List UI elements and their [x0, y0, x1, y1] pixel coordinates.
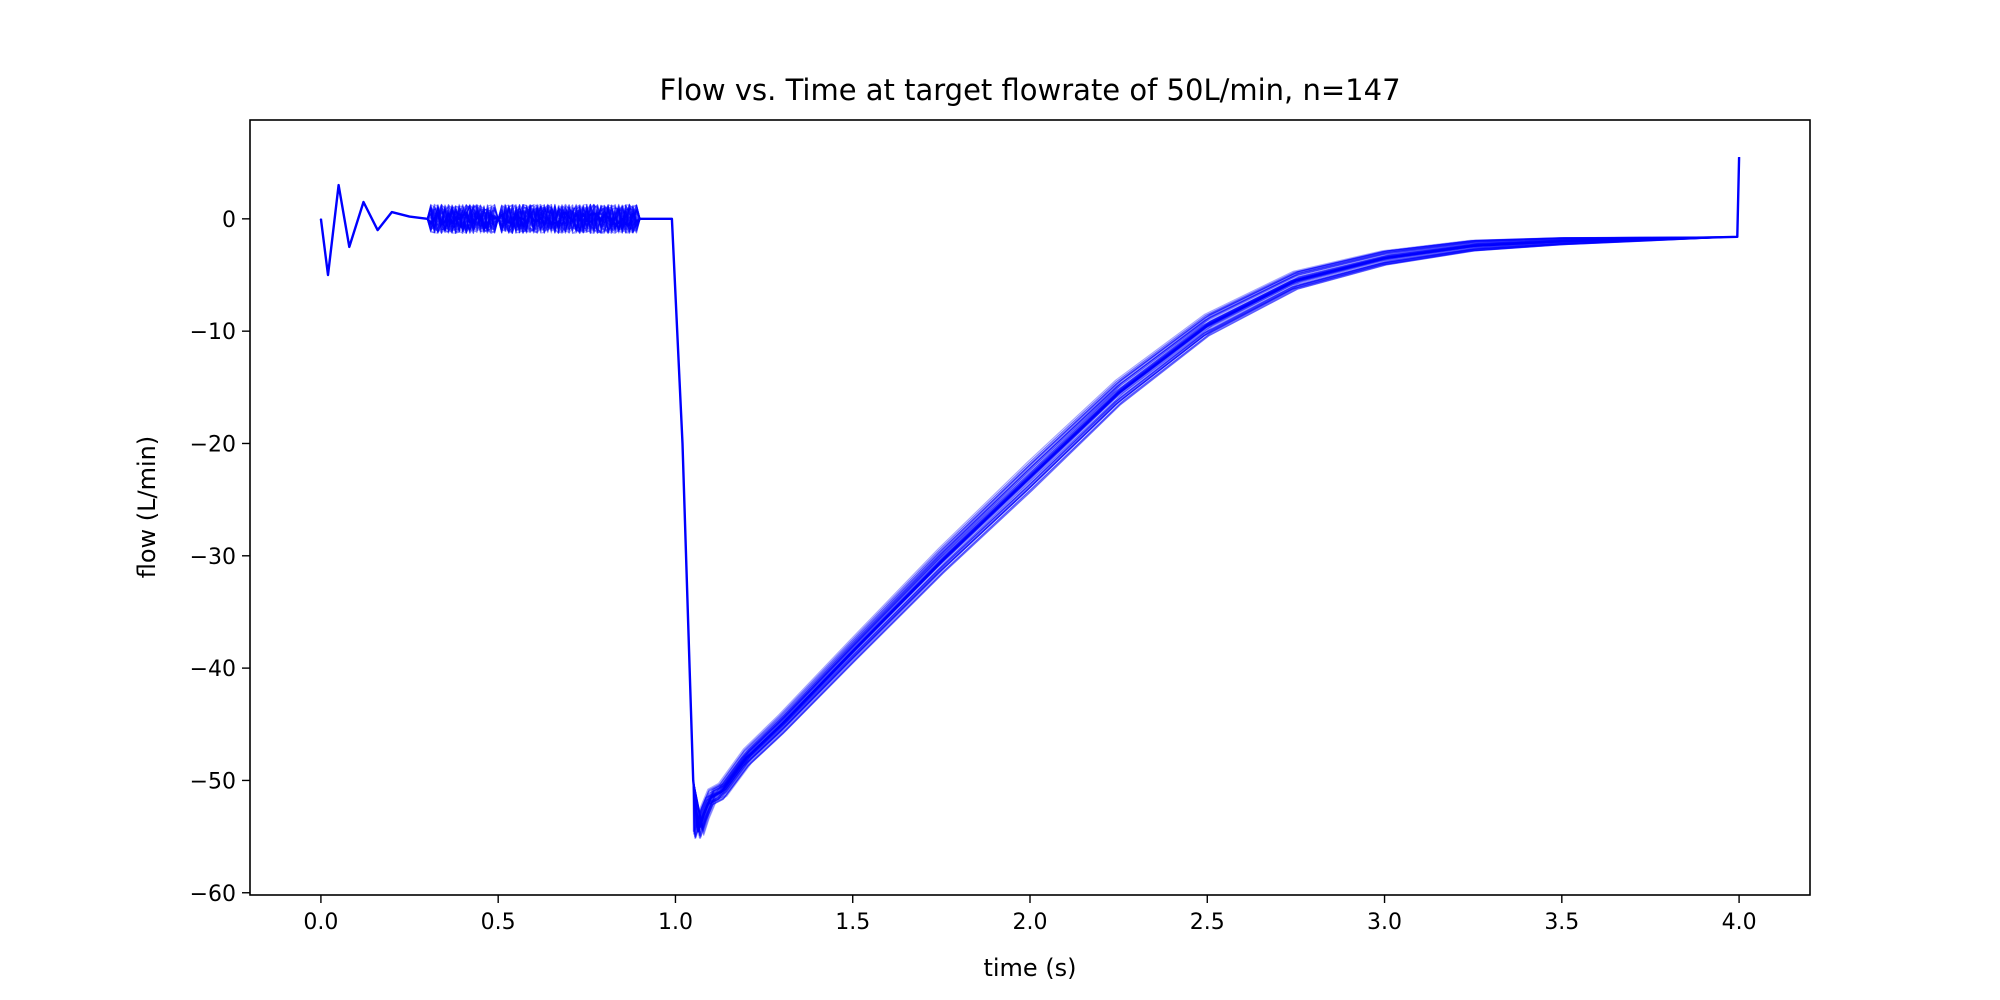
y-tick-label: 0	[222, 208, 236, 233]
series-line	[320, 157, 1740, 833]
series-line-mean	[319, 157, 1741, 833]
series-line	[320, 157, 1740, 833]
series-line	[320, 157, 1740, 824]
y-tick-label: −60	[190, 882, 236, 907]
x-tick-label: 0.5	[481, 910, 516, 935]
x-tick-label: 2.5	[1190, 910, 1225, 935]
series-line	[320, 157, 1740, 828]
series-line	[320, 157, 1740, 831]
series-layer	[319, 157, 1741, 839]
x-tick-label: 1.0	[658, 910, 693, 935]
series-line	[320, 157, 1740, 829]
series-line	[320, 157, 1740, 831]
series-line	[320, 157, 1740, 836]
series-line	[320, 157, 1740, 832]
series-line	[320, 157, 1740, 825]
x-axis: 0.0 0.5 1.0 1.5 2.0 2.5 3.0 3.5 4.0	[303, 895, 1757, 935]
y-axis: 0 −10 −20 −30 −40 −50 −60	[190, 208, 250, 907]
series-line	[320, 157, 1740, 826]
series-line	[320, 157, 1740, 839]
y-axis-title: flow (L/min)	[133, 436, 161, 579]
series-line	[320, 157, 1740, 836]
series-line	[320, 157, 1740, 824]
y-tick-label: −20	[190, 432, 236, 457]
series-line	[320, 157, 1740, 836]
y-tick-label: −10	[190, 320, 236, 345]
x-tick-label: 3.5	[1544, 910, 1579, 935]
x-tick-label: 3.0	[1367, 910, 1402, 935]
x-tick-label: 2.0	[1013, 910, 1048, 935]
series-line	[320, 157, 1740, 825]
series-line	[320, 157, 1740, 832]
series-line	[320, 157, 1740, 838]
series-line	[320, 157, 1740, 829]
chart-title: Flow vs. Time at target flowrate of 50L/…	[659, 73, 1400, 107]
series-line	[320, 157, 1740, 839]
y-tick-label: −30	[190, 545, 236, 570]
series-line	[320, 157, 1740, 826]
series-line	[320, 157, 1740, 826]
series-line	[320, 157, 1740, 826]
y-tick-label: −40	[190, 657, 236, 682]
x-tick-label: 1.5	[835, 910, 870, 935]
series-line	[320, 157, 1740, 839]
x-tick-label: 0.0	[303, 910, 338, 935]
series-line	[320, 157, 1740, 835]
series-line	[320, 157, 1740, 824]
series-line	[320, 157, 1740, 832]
series-line	[320, 157, 1740, 837]
y-tick-label: −50	[190, 769, 236, 794]
series-line	[320, 157, 1740, 826]
plot-area	[249, 119, 1811, 896]
x-axis-title: time (s)	[983, 954, 1076, 982]
series-line	[320, 157, 1740, 825]
series-line	[320, 157, 1740, 835]
series-line	[320, 157, 1740, 828]
x-tick-label: 4.0	[1722, 910, 1757, 935]
